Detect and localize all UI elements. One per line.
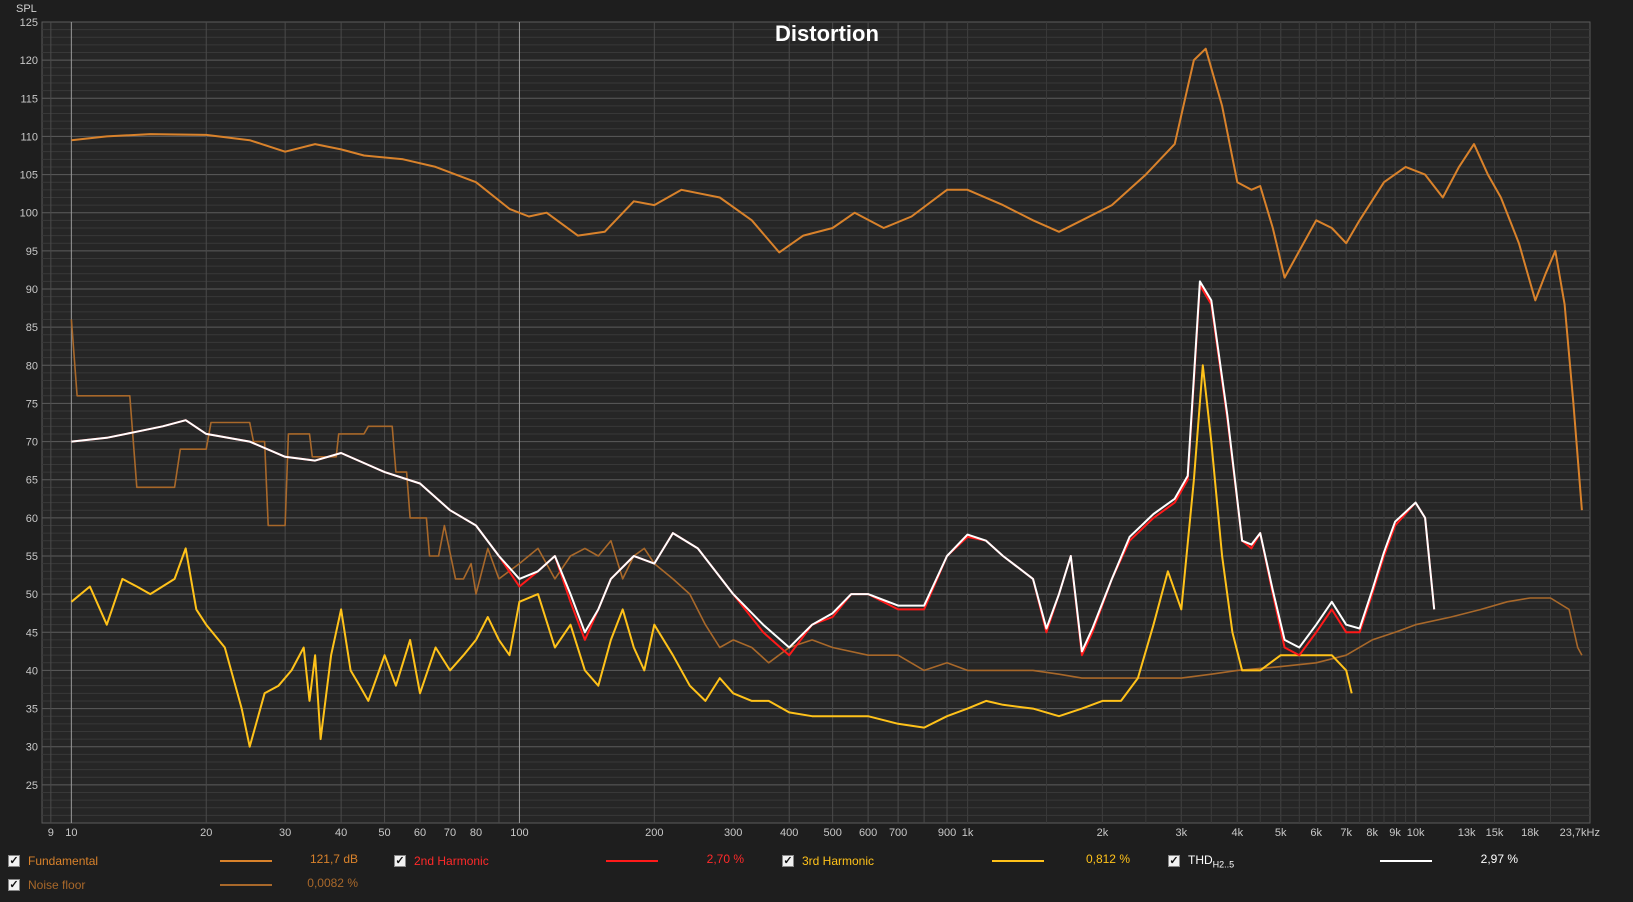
legend-label-3rd-harmonic: 3rd Harmonic: [802, 854, 875, 868]
plot-area: [41, 21, 1591, 824]
fundamental-checkbox[interactable]: ✓: [8, 855, 20, 867]
y-tick-label: 115: [20, 93, 38, 105]
y-tick-label: 25: [26, 780, 38, 792]
y-tick-label: 60: [26, 513, 38, 525]
y-tick-label: 80: [26, 360, 38, 372]
x-tick-label: 15k: [1486, 827, 1504, 839]
y-tick-label: 35: [26, 704, 38, 716]
legend-item-fundamental[interactable]: ✓ Fundamental: [8, 851, 98, 871]
y-tick-label: 70: [26, 437, 38, 449]
x-tick-label: 5k: [1275, 827, 1287, 839]
series-line-noise-floor: [70, 319, 1583, 679]
y-axis-ticks: 25 30 35 40 45 50 55 60 65 70 75 80 85 90 95 100 105 110 1…: [20, 17, 38, 792]
x-tick-label: 2k: [1097, 827, 1109, 839]
x-tick-label: 20: [200, 827, 212, 839]
x-tick-label: 1k: [962, 827, 974, 839]
legend-swatch-thd: [1380, 860, 1432, 862]
legend-value-thd: 2,97 %: [1480, 852, 1518, 866]
x-tick-label: 10: [65, 827, 77, 839]
legend-label-noise-floor: Noise floor: [28, 878, 86, 892]
x-tick-label: 3k: [1176, 827, 1188, 839]
legend-value-2nd-harmonic: 2,70 %: [706, 852, 744, 866]
x-tick-label: 6k: [1310, 827, 1322, 839]
legend-swatch-fundamental: [220, 860, 272, 862]
x-tick-label: 9: [48, 827, 54, 839]
y-tick-label: 105: [20, 170, 38, 182]
x-tick-label: 10k: [1407, 827, 1425, 839]
legend-item-3rd-harmonic[interactable]: ✓ 3rd Harmonic: [782, 851, 874, 871]
2nd-harmonic-checkbox[interactable]: ✓: [394, 855, 406, 867]
series-line-3rd-harmonic: [70, 364, 1353, 748]
x-tick-label: 600: [859, 827, 877, 839]
y-tick-label: 75: [26, 398, 38, 410]
chart-title: Distortion: [775, 21, 879, 46]
legend-swatch-noise-floor: [220, 884, 272, 886]
y-tick-label: 30: [26, 742, 38, 754]
series-line-thd: [71, 280, 1436, 653]
legend-value-3rd-harmonic: 0,812 %: [1085, 852, 1130, 866]
series-line-fundamental: [71, 47, 1583, 511]
x-tick-label: 30: [279, 827, 291, 839]
x-tick-label: 200: [645, 827, 663, 839]
x-tick-label: 60: [414, 827, 426, 839]
x-tick-label: 100: [510, 827, 528, 839]
y-tick-label: 125: [20, 17, 38, 29]
x-tick-label: 4k: [1231, 827, 1243, 839]
y-tick-label: 120: [20, 55, 38, 67]
legend-value-noise-floor: 0,0082 %: [307, 876, 358, 890]
x-tick-label: 80: [470, 827, 482, 839]
y-tick-label: 65: [26, 475, 38, 487]
y-tick-label: 45: [26, 627, 38, 639]
y-tick-label: 90: [26, 284, 38, 296]
x-tick-label: 300: [724, 827, 742, 839]
x-axis-ticks: 9 10 20 30 40 50 60 70 80 100 200 300 400 500 600 700 90…: [48, 827, 1600, 839]
y-tick-label: 40: [26, 665, 38, 677]
y-tick-label: 100: [20, 208, 38, 220]
y-tick-label: 95: [26, 246, 38, 258]
legend: ✓ Fundamental 121,7 dB ✓ 2nd Harmonic 2,…: [0, 848, 1633, 902]
x-tick-label: 900: [938, 827, 956, 839]
y-axis-label: SPL: [16, 3, 37, 15]
x-tick-label: 70: [444, 827, 456, 839]
legend-swatch-2nd-harmonic: [606, 860, 658, 862]
legend-label-fundamental: Fundamental: [28, 854, 99, 868]
x-tick-label: 13k: [1458, 827, 1476, 839]
x-tick-label: 7k: [1340, 827, 1352, 839]
distortion-chart: 25 30 35 40 45 50 55 60 65 70 75 80 85 90 95 100 105 110 1…: [16, 3, 1600, 839]
x-tick-label: 8k: [1366, 827, 1378, 839]
y-tick-label: 55: [26, 551, 38, 563]
legend-label-2nd-harmonic: 2nd Harmonic: [414, 854, 489, 868]
thd-label-main: THD: [1188, 852, 1213, 867]
grid: [41, 21, 1591, 824]
legend-item-noise-floor[interactable]: ✓ Noise floor: [8, 875, 85, 895]
x-tick-label: 18k: [1521, 827, 1539, 839]
thd-checkbox[interactable]: ✓: [1168, 855, 1180, 867]
x-tick-label: 23,7kHz: [1560, 827, 1600, 839]
x-tick-label: 9k: [1389, 827, 1401, 839]
legend-swatch-3rd-harmonic: [992, 860, 1044, 862]
x-tick-label: 40: [335, 827, 347, 839]
noise-floor-checkbox[interactable]: ✓: [8, 879, 20, 891]
x-tick-label: 500: [823, 827, 841, 839]
x-tick-label: 400: [780, 827, 798, 839]
legend-item-thd[interactable]: ✓ THDH2..5: [1168, 851, 1234, 871]
y-tick-label: 50: [26, 589, 38, 601]
legend-item-2nd-harmonic[interactable]: ✓ 2nd Harmonic: [394, 851, 489, 871]
series-lines: [70, 47, 1583, 748]
y-tick-label: 110: [20, 131, 38, 143]
legend-label-thd: THDH2..5: [1188, 853, 1234, 869]
y-tick-label: 85: [26, 322, 38, 334]
thd-label-sub: H2..5: [1212, 859, 1235, 870]
legend-value-fundamental: 121,7 dB: [309, 852, 358, 866]
x-tick-label: 50: [378, 827, 390, 839]
3rd-harmonic-checkbox[interactable]: ✓: [782, 855, 794, 867]
x-tick-label: 700: [889, 827, 907, 839]
